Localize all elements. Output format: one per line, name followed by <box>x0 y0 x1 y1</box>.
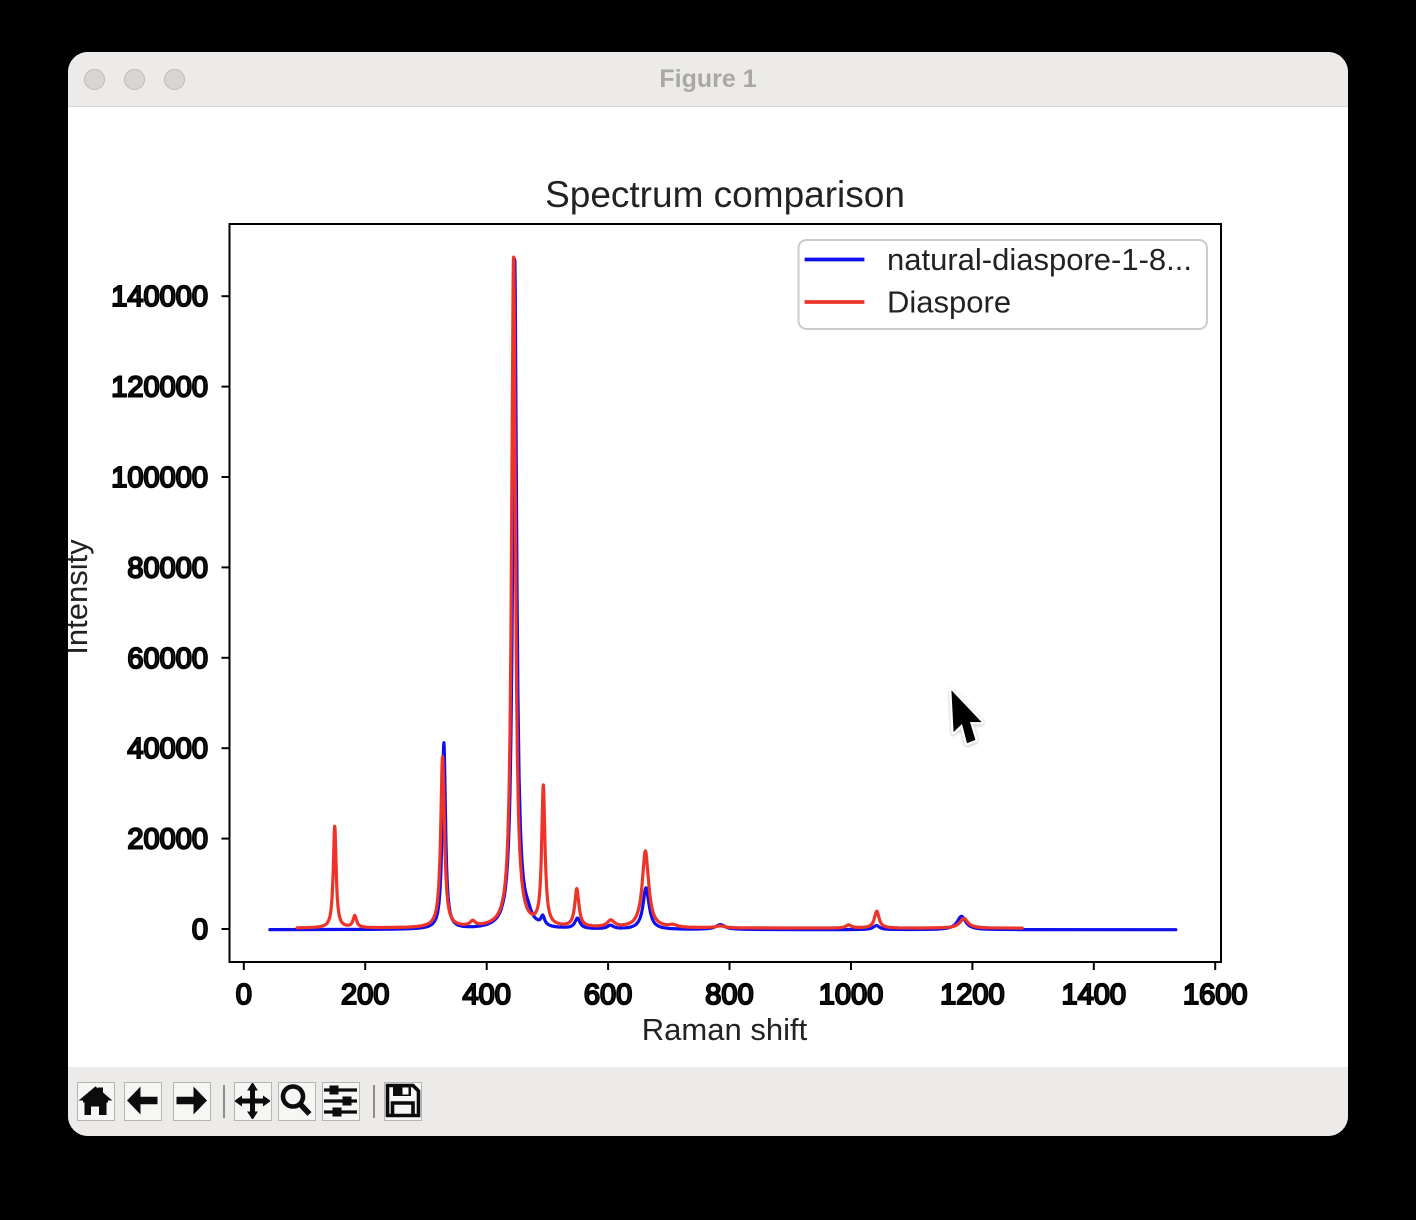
svg-text:200: 200 <box>341 979 389 1011</box>
svg-text:Spectrum comparison: Spectrum comparison <box>545 174 905 215</box>
svg-text:120000: 120000 <box>111 372 208 404</box>
svg-text:80000: 80000 <box>127 552 208 584</box>
svg-text:1600: 1600 <box>1183 979 1248 1011</box>
svg-text:100000: 100000 <box>111 462 208 494</box>
svg-text:60000: 60000 <box>127 643 208 675</box>
svg-text:1200: 1200 <box>940 979 1005 1011</box>
svg-text:20000: 20000 <box>127 824 208 856</box>
svg-text:Intensity: Intensity <box>68 539 94 655</box>
svg-text:Raman shift: Raman shift <box>642 1012 808 1047</box>
svg-text:Diaspore: Diaspore <box>887 285 1011 320</box>
svg-text:natural-diaspore-1-8...: natural-diaspore-1-8... <box>887 242 1192 277</box>
svg-text:1000: 1000 <box>819 979 884 1011</box>
svg-text:800: 800 <box>705 979 753 1011</box>
svg-text:400: 400 <box>463 979 511 1011</box>
svg-text:140000: 140000 <box>111 281 208 313</box>
svg-text:1400: 1400 <box>1062 979 1127 1011</box>
svg-text:40000: 40000 <box>127 733 208 765</box>
svg-text:600: 600 <box>584 979 632 1011</box>
svg-text:0: 0 <box>192 914 208 946</box>
svg-text:0: 0 <box>236 979 252 1011</box>
